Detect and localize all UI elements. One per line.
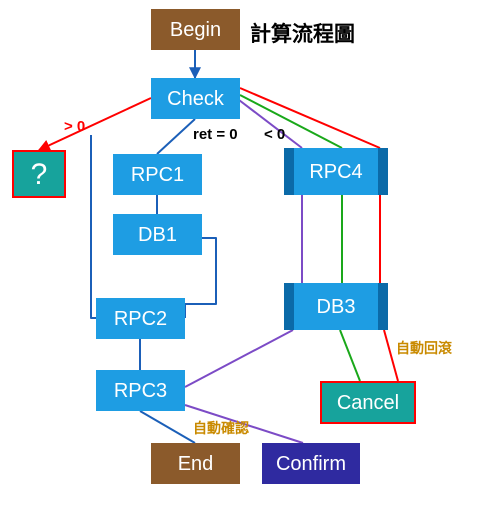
edge-label-gt0: > 0 [64,118,85,135]
node-rpc3: RPC3 [96,370,185,411]
node-sidebar [284,283,294,330]
node-rpc1: RPC1 [113,154,202,195]
edge-label-ret0: ret = 0 [193,126,238,143]
node-label: Begin [170,19,221,41]
diagram-title: 計算流程圖 [250,18,355,48]
node-label: Confirm [276,453,346,475]
node-db3: DB3 [284,283,388,330]
node-sidebar [284,148,294,195]
node-label: RPC4 [309,161,362,183]
node-label: Check [167,88,224,110]
node-rpc2: RPC2 [96,298,185,339]
edge-label-confirm: 自動確認 [193,418,249,438]
node-rpc4: RPC4 [284,148,388,195]
node-end: End [151,443,240,484]
node-begin: Begin [151,9,240,50]
node-cancel: Cancel [320,381,416,424]
node-label: RPC3 [114,380,167,402]
node-label: ? [31,158,48,191]
edge-label-lt0: < 0 [264,126,285,143]
edge-label-rollback: 自動回滾 [396,338,452,358]
node-label: End [178,453,214,475]
node-check: Check [151,78,240,119]
node-sidebar [378,283,388,330]
node-label: RPC1 [131,164,184,186]
node-question: ? [12,150,66,198]
edges-layer [0,0,500,518]
node-label: DB1 [138,224,177,246]
flowchart-canvas: 計算流程圖 Begin Check ? RPC1 DB1 RPC2 RPC3 R… [0,0,500,518]
node-sidebar [378,148,388,195]
node-label: Cancel [337,392,399,414]
node-label: RPC2 [114,308,167,330]
node-label: DB3 [317,296,356,318]
node-db1: DB1 [113,214,202,255]
node-confirm: Confirm [262,443,360,484]
